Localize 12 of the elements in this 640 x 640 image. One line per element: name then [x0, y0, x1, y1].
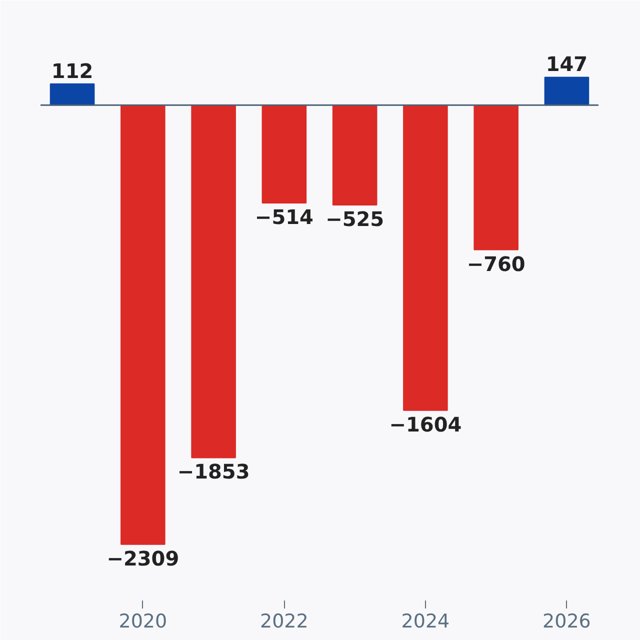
- data-label: −525: [326, 207, 384, 232]
- x-tick-label: 2026: [542, 610, 591, 632]
- data-label: 147: [546, 52, 588, 76]
- data-label: −1604: [389, 412, 462, 436]
- data-label: 112: [51, 58, 94, 83]
- data-label: −1853: [177, 460, 250, 484]
- x-tick-label: 2020: [118, 610, 168, 632]
- data-label: −514: [254, 204, 314, 229]
- data-label: −760: [466, 252, 526, 276]
- x-tick-label: 2024: [401, 610, 450, 632]
- x-tick-label: 2022: [260, 610, 308, 632]
- data-label: −2309: [106, 546, 180, 570]
